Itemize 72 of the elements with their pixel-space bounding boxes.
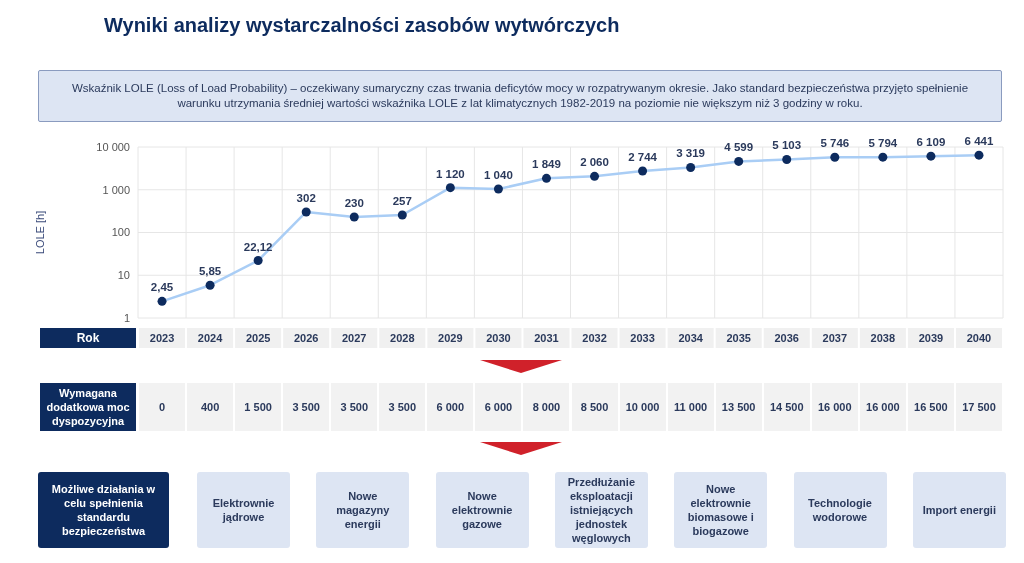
- data-label: 16 000: [811, 383, 858, 431]
- x-tick-label: 2028: [390, 332, 415, 344]
- x-tick-label: 2023: [149, 332, 175, 344]
- y-tick-label: 1 000: [102, 183, 130, 196]
- x-tick-label: 2025: [245, 332, 271, 344]
- data-label: 3 500: [379, 383, 426, 431]
- x-tick-label: 2038: [870, 332, 896, 344]
- data-label: 302: [296, 191, 316, 204]
- data-label: 22,12: [243, 240, 273, 253]
- data-label: 2 060: [580, 156, 609, 169]
- data-label: 5 103: [772, 139, 802, 152]
- y-tick-label: 10: [117, 269, 130, 282]
- data-label: 16 000: [859, 383, 906, 431]
- y-tick-label: 100: [111, 226, 130, 239]
- data-label: 11 000: [667, 383, 714, 431]
- data-label: 3 500: [331, 383, 378, 431]
- x-tick-label: 2027: [342, 332, 367, 344]
- data-label: 8 500: [571, 383, 618, 431]
- data-label: 4 599: [724, 141, 754, 154]
- data-label: 400: [187, 383, 234, 431]
- data-label: 1 500: [235, 383, 282, 431]
- x-tick-label: 2039: [918, 332, 944, 344]
- y-tick-label: 10 000: [96, 140, 130, 153]
- text: Wymagana dodatkowa moc dyspozycyjna: [40, 383, 136, 431]
- data-label: 1 120: [435, 167, 465, 180]
- text: Nowe magazyny energii: [316, 472, 410, 548]
- data-label: 14 500: [763, 383, 810, 431]
- data-label: 3 500: [283, 383, 330, 431]
- x-tick-label: 2029: [438, 332, 463, 344]
- data-label: 16 500: [907, 383, 954, 431]
- data-label: 6 000: [475, 383, 522, 431]
- y-axis-title: LOLE [h]: [33, 210, 46, 255]
- text: Nowe elektrownie gazowe: [435, 472, 529, 548]
- text: Technologie wodorowe: [793, 472, 887, 548]
- data-label: 10 000: [619, 383, 666, 431]
- x-tick-label: 2026: [293, 332, 319, 344]
- data-label: 5 794: [868, 137, 898, 150]
- data-label: 2 744: [628, 151, 658, 164]
- x-tick-label: 2035: [726, 332, 751, 344]
- y-tick-label: 1: [123, 311, 130, 324]
- data-label: 17 500: [955, 383, 1002, 431]
- text: Możliwe działania w celu spełnienia standardu bezpieczeństwa: [38, 472, 169, 548]
- data-label: 3 319: [676, 147, 706, 160]
- x-tick-label: 2024: [197, 332, 224, 344]
- data-label: 5,85: [198, 265, 222, 278]
- x-tick-label: 2033: [630, 332, 655, 344]
- data-label: 257: [392, 194, 412, 207]
- data-label: 1 849: [532, 158, 561, 171]
- data-label: 13 500: [715, 383, 762, 431]
- chart-title: Wyniki analizy wystarczalności zasobów wytwórczych: [104, 14, 620, 37]
- x-tick-label: 2030: [486, 332, 511, 344]
- data-label: 1 040: [484, 169, 513, 182]
- data-label: 2,45: [150, 281, 174, 294]
- text: Elektrownie jądrowe: [197, 472, 290, 548]
- x-tick-label: 2037: [822, 332, 848, 344]
- data-label: 8 000: [523, 383, 570, 431]
- data-label: 230: [344, 197, 364, 210]
- text: Nowe elektrownie biomasowe i biogazowe: [674, 472, 768, 548]
- text: Przedłużanie eksploatacji istniejących jednostek węglowych: [554, 472, 648, 548]
- data-label: 6 000: [427, 383, 474, 431]
- x-tick-label: 2031: [534, 332, 559, 344]
- data-label: 6 441: [964, 135, 994, 148]
- x-axis-title: Rok: [40, 328, 136, 348]
- text: Import energii: [912, 472, 1006, 548]
- x-tick-label: 2034: [678, 332, 704, 344]
- data-label: 6 109: [916, 136, 946, 149]
- chart-subtitle: Wskaźnik LOLE (Loss of Load Probability) – oczekiwany sumaryczny czas trwania deficytów mocy w rozpatrywanym okresie. Jako standard bezpieczeństwa przyjęto spełnienie warunku utrzymania średniej wartości wskaźnika LOLE z lat klimatycznych 1982-2019 na poziomie nie większym niż 3 godziny w roku.: [38, 70, 1002, 122]
- x-tick-label: 2032: [582, 332, 607, 344]
- data-label: 0: [139, 383, 186, 431]
- data-label: 5 746: [820, 137, 850, 150]
- x-tick-label: 2036: [774, 332, 799, 344]
- x-tick-label: 2040: [966, 332, 992, 344]
